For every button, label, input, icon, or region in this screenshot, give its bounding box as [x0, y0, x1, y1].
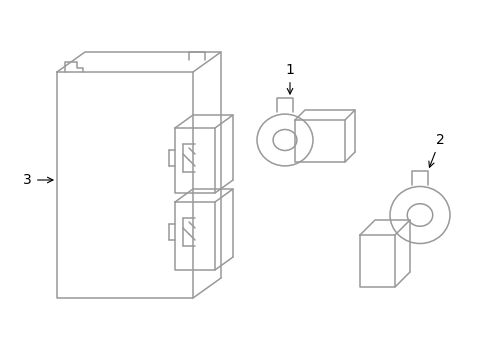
- Text: 3: 3: [23, 173, 53, 187]
- Text: 1: 1: [286, 63, 294, 94]
- Text: 2: 2: [429, 133, 444, 167]
